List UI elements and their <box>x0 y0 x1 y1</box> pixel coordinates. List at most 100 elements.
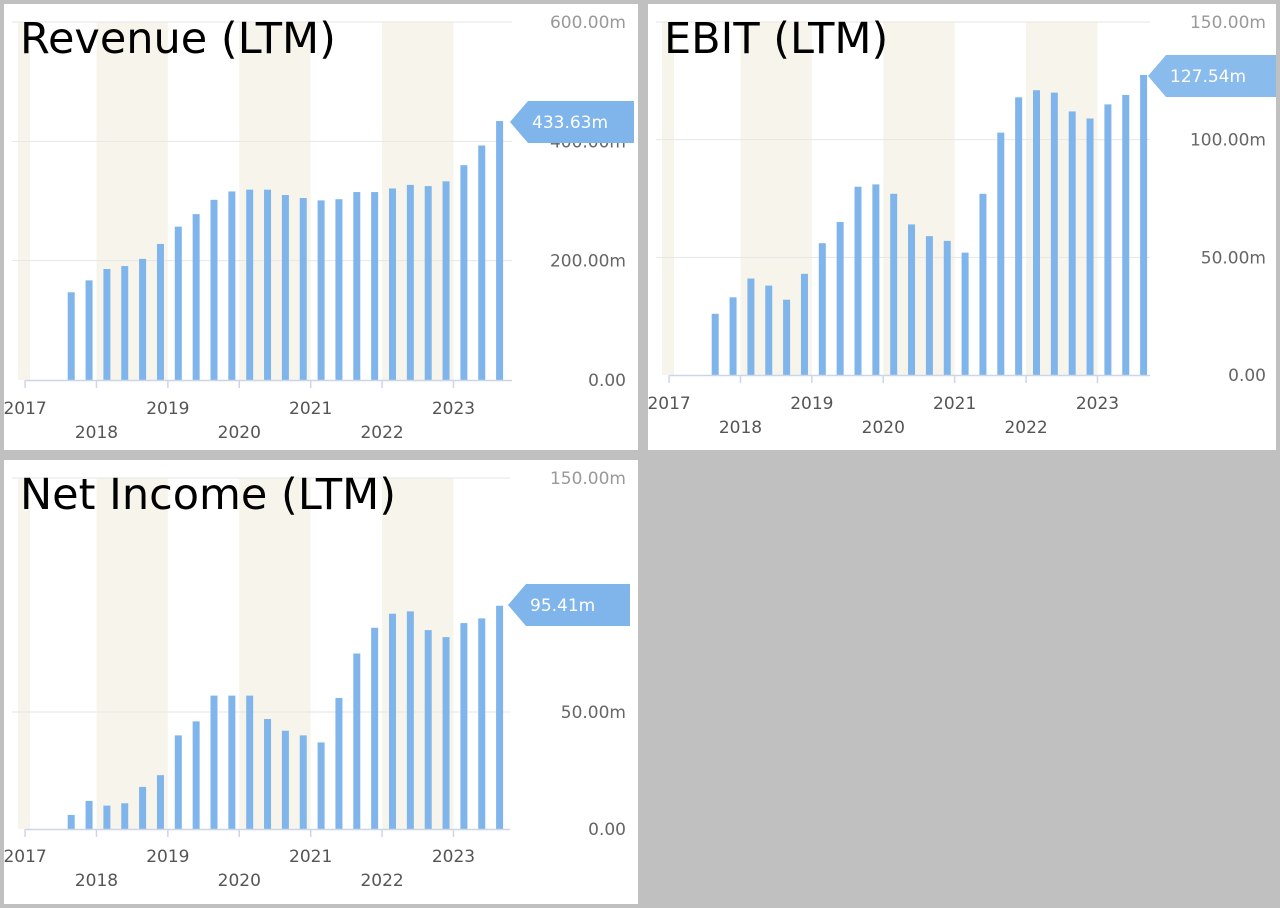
net-income-x-tick-label: 2023 <box>432 847 475 867</box>
net-income-bar <box>121 803 129 829</box>
revenue-bar <box>424 186 432 380</box>
net-income-chart-title: Net Income (LTM) <box>20 470 396 520</box>
ebit-y-tick-label: 0.00 <box>1228 366 1266 386</box>
revenue-last-value-badge: 433.63m <box>510 101 634 143</box>
revenue-last-value-label: 433.63m <box>532 113 608 133</box>
revenue-chart: 0.00200.00m400.00m600.00m201720192021202… <box>4 13 634 443</box>
ebit-bar <box>1140 74 1148 375</box>
revenue-bar <box>103 269 111 380</box>
revenue-chart-panel: 0.00200.00m400.00m600.00m201720192021202… <box>4 4 638 450</box>
net-income-bars <box>67 605 504 829</box>
net-income-y-tick-label: 0.00 <box>588 820 626 840</box>
revenue-bar <box>281 195 289 380</box>
net-income-bar <box>103 805 111 829</box>
revenue-year-band <box>18 22 30 380</box>
ebit-bar <box>979 193 987 375</box>
ebit-bar <box>890 193 898 375</box>
net-income-last-value-badge: 95.41m <box>508 584 630 626</box>
revenue-badge-shape <box>510 101 634 143</box>
net-income-y-tick-label: 150.00m <box>550 469 626 489</box>
net-income-x-tick-label: 2019 <box>146 847 189 867</box>
ebit-bar <box>872 184 880 375</box>
ebit-bar <box>1086 118 1094 375</box>
revenue-x-tick-label: 2023 <box>432 399 475 419</box>
net-income-year-bands <box>18 478 454 829</box>
revenue-bar <box>67 292 75 380</box>
net-income-year-band <box>18 478 30 829</box>
net-income-x-tick-label: 2017 <box>4 847 47 867</box>
ebit-bar <box>1050 92 1058 375</box>
ebit-bar <box>1033 90 1040 375</box>
net-income-bar <box>174 735 182 829</box>
ebit-y-tick-label: 100.00m <box>1190 131 1266 151</box>
revenue-bar <box>228 191 236 380</box>
net-income-bar <box>156 775 164 829</box>
revenue-bars <box>67 121 504 381</box>
ebit-bar <box>765 285 773 375</box>
revenue-x-ticks <box>24 380 455 388</box>
revenue-bar <box>460 165 468 380</box>
ebit-x-tick-label: 2021 <box>933 394 976 414</box>
net-income-bar <box>85 800 93 829</box>
ebit-bar <box>800 273 808 375</box>
net-income-bar <box>478 618 486 829</box>
ebit-bar <box>908 224 916 375</box>
revenue-bar <box>139 258 147 380</box>
net-income-year-band <box>96 478 168 829</box>
revenue-bar <box>174 226 182 380</box>
net-income-bar <box>67 814 75 829</box>
ebit-badge-shape <box>1148 55 1276 97</box>
ebit-bar <box>711 313 719 375</box>
ebit-bar <box>818 243 826 375</box>
ebit-bar <box>783 299 791 375</box>
revenue-x-tick-label: 2022 <box>360 423 403 443</box>
net-income-x-ticks <box>24 829 455 837</box>
ebit-bar <box>961 252 969 375</box>
ebit-x-ticks <box>668 375 1099 383</box>
ebit-x-tick-label: 2017 <box>648 394 691 414</box>
revenue-x-tick-label: 2018 <box>75 423 118 443</box>
net-income-chart-panel: 0.00 50.00m 150.00m 2017 2019 2021 2023 2018 202… <box>4 460 638 904</box>
net-income-bar <box>460 623 468 829</box>
ebit-bar <box>1068 111 1076 375</box>
revenue-x-tick-label: 2017 <box>4 399 47 419</box>
ebit-last-value-label: 127.54m <box>1170 67 1246 87</box>
ebit-x-tick-label: 2018 <box>719 418 762 438</box>
revenue-y-tick-label: 0.00 <box>588 371 626 391</box>
revenue-bar <box>496 121 504 381</box>
revenue-bar <box>299 198 307 380</box>
revenue-bar <box>335 199 343 380</box>
net-income-x-tick-label: 2018 <box>75 871 118 891</box>
ebit-bar <box>997 132 1005 375</box>
net-income-bar <box>335 697 343 829</box>
ebit-last-value-badge: 127.54m <box>1148 55 1276 97</box>
revenue-bar <box>246 189 254 380</box>
revenue-bar <box>353 192 361 380</box>
ebit-bar <box>729 297 737 375</box>
revenue-y-tick-label: 200.00m <box>550 252 626 272</box>
ebit-bar <box>1122 94 1130 375</box>
net-income-x-tick-label: 2022 <box>360 871 403 891</box>
revenue-bar <box>85 280 93 380</box>
ebit-bar <box>747 278 755 375</box>
net-income-bar <box>496 605 504 829</box>
revenue-bar <box>442 181 450 380</box>
ebit-bar <box>854 186 862 375</box>
net-income-bar <box>353 653 361 829</box>
net-income-bar <box>139 786 147 829</box>
revenue-x-tick-label: 2020 <box>218 423 261 443</box>
net-income-last-value-label: 95.41m <box>530 596 595 616</box>
revenue-y-tick-label: 600.00m <box>550 13 626 33</box>
ebit-year-band <box>662 22 674 375</box>
net-income-y-tick-label: 50.00m <box>561 703 626 723</box>
revenue-x-tick-label: 2021 <box>289 399 332 419</box>
ebit-chart-panel: 0.00 50.00m 100.00m 150.00m 2017 2019 2021 2023… <box>648 4 1276 450</box>
net-income-x-tick-label: 2020 <box>218 871 261 891</box>
net-income-bar <box>424 630 432 829</box>
revenue-year-bands <box>18 22 454 380</box>
net-income-bar <box>246 695 254 829</box>
ebit-chart-title: EBIT (LTM) <box>664 14 889 64</box>
ebit-y-tick-label: 50.00m <box>1201 248 1266 268</box>
net-income-bar <box>281 730 289 829</box>
net-income-badge-shape <box>508 584 630 626</box>
